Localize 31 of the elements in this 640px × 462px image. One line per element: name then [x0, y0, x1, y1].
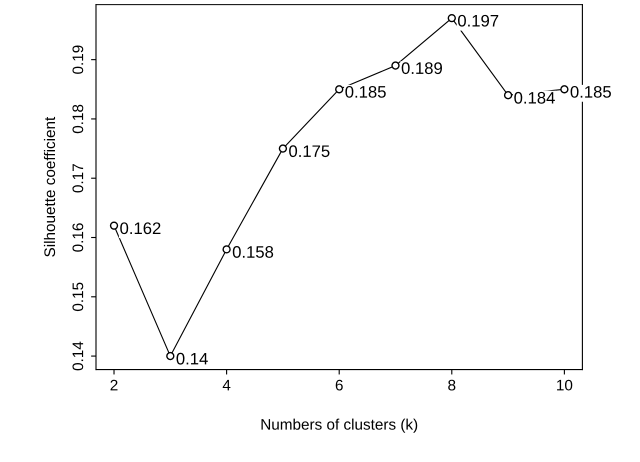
- data-label: 0.175: [289, 145, 330, 158]
- x-tick-label: 10: [557, 380, 572, 391]
- point: [278, 144, 288, 153]
- data-label: 0.185: [345, 86, 386, 98]
- y-tick-label: 0.18: [72, 104, 84, 134]
- x-tick-label: 8: [448, 380, 456, 391]
- point: [391, 61, 400, 70]
- y-tick-label: 0.15: [72, 282, 84, 312]
- x-tick-label: 6: [336, 380, 343, 391]
- data-label: 0.14: [176, 352, 208, 365]
- point: [448, 14, 456, 22]
- data-label: 0.162: [120, 222, 160, 234]
- y-axis-title: Silhouette coefficient: [44, 116, 56, 257]
- point: [504, 91, 512, 100]
- point: [335, 85, 344, 94]
- data-label: 0.184: [514, 92, 555, 104]
- point: [560, 85, 569, 94]
- y-tick-label: 0.14: [72, 342, 84, 370]
- point: [110, 221, 118, 230]
- data-label: 0.158: [232, 246, 274, 258]
- y-tick-label: 0.16: [72, 223, 84, 252]
- y-tick-label: 0.19: [72, 45, 84, 74]
- data-label: 0.197: [458, 14, 498, 27]
- y-tick-label: 0.17: [72, 164, 84, 192]
- x-axis-title: Numbers of clusters (k): [262, 418, 418, 433]
- point: [166, 352, 174, 360]
- data-label: 0.189: [402, 62, 442, 74]
- x-tick-label: 4: [222, 380, 230, 390]
- x-tick-label: 2: [110, 380, 118, 390]
- data-label: 0.185: [570, 86, 611, 98]
- point: [222, 245, 231, 254]
